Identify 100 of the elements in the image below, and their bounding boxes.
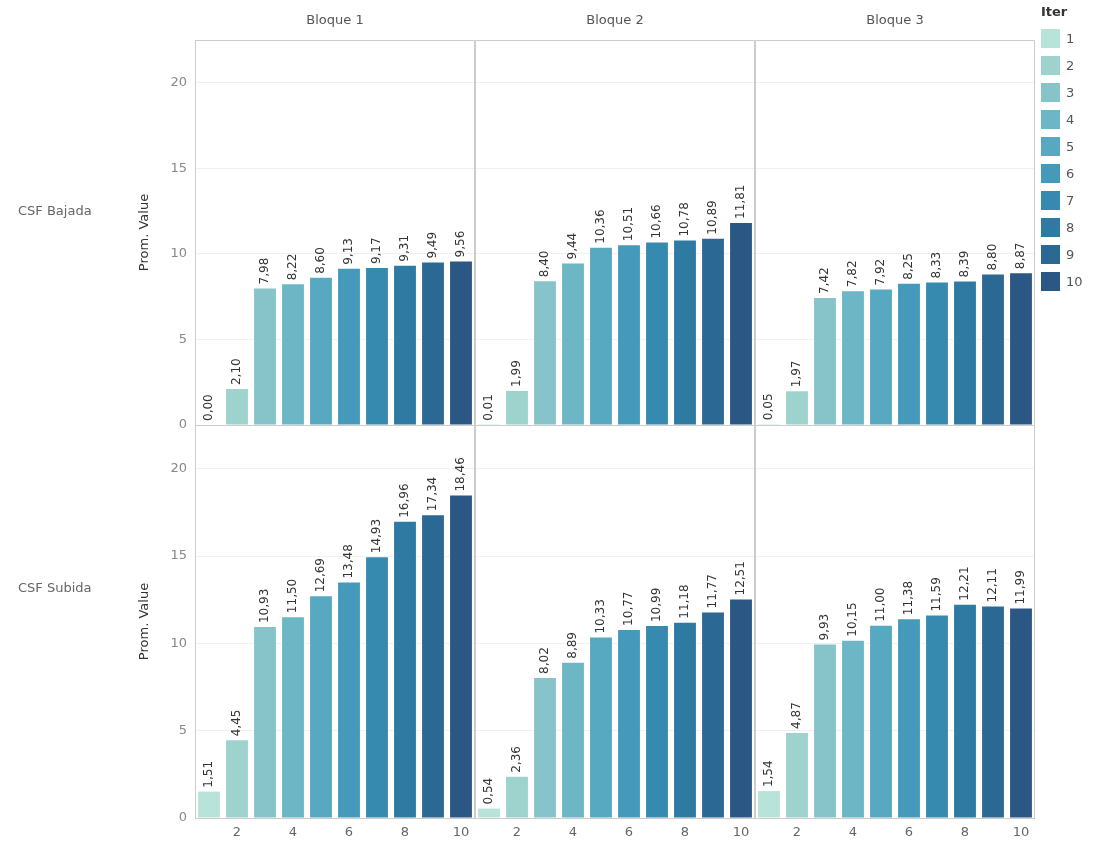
bar [982, 274, 1004, 425]
data-label: 10,51 [621, 206, 636, 242]
data-label: 17,34 [425, 476, 440, 512]
y-tick-label: 20 [170, 460, 187, 476]
bar [954, 281, 976, 425]
data-label: 12,51 [733, 561, 748, 596]
bar [590, 247, 612, 425]
bar [870, 289, 892, 425]
bar [394, 265, 416, 425]
bar [646, 626, 668, 818]
bar [590, 637, 612, 818]
bar [422, 515, 444, 818]
bar [450, 495, 472, 818]
bar [226, 389, 248, 425]
y-tick-label: 15 [170, 159, 187, 175]
data-label: 10,36 [593, 209, 608, 244]
data-label: 8,80 [985, 243, 1000, 271]
data-label: 10,78 [677, 202, 692, 237]
x-tick-label: 8 [960, 824, 970, 840]
x-tick-label: 8 [400, 824, 410, 840]
y-tick-label: 20 [170, 74, 187, 90]
y-tick-label: 5 [178, 722, 187, 738]
legend-label: 10 [1066, 274, 1083, 289]
bar [394, 521, 416, 818]
data-label: 10,66 [649, 204, 664, 239]
data-label: 7,82 [845, 260, 860, 288]
chart-title: Bloque 3 [865, 11, 925, 29]
bar [786, 732, 808, 818]
legend-title: Iter [1041, 4, 1069, 19]
data-label: 7,98 [257, 257, 272, 285]
data-label: 10,99 [649, 587, 664, 623]
y-tick-label: 0 [178, 416, 187, 432]
y-tick-label: 10 [170, 245, 187, 261]
data-label: 10,93 [257, 588, 272, 624]
x-tick-label: 10 [452, 824, 470, 840]
legend-label: 2 [1066, 58, 1075, 73]
data-label: 11,18 [677, 584, 692, 619]
x-tick-label: 4 [288, 824, 298, 840]
bar [954, 604, 976, 818]
bar [618, 629, 640, 818]
data-label: 8,22 [285, 253, 300, 281]
data-label: 7,42 [817, 267, 832, 295]
text: CSF Subida [18, 579, 92, 595]
data-label: 18,46 [453, 457, 468, 492]
data-label: 1,54 [761, 760, 776, 788]
bar [898, 283, 920, 425]
x-tick-label: 10 [1012, 824, 1030, 840]
bar [366, 268, 388, 425]
legend-label: 5 [1066, 139, 1075, 154]
x-tick-label: 6 [344, 824, 354, 840]
y-tick-label: 15 [170, 547, 187, 563]
x-tick-label: 4 [568, 824, 578, 840]
bar [534, 281, 556, 425]
data-label: 9,56 [453, 230, 468, 258]
bar [870, 625, 892, 818]
bar [338, 582, 360, 818]
data-label: 4,87 [789, 702, 804, 729]
bar [898, 619, 920, 818]
bar [422, 262, 444, 425]
data-label: 11,50 [285, 578, 300, 614]
legend-label: 7 [1066, 193, 1075, 208]
data-label: 4,45 [229, 709, 244, 737]
legend-label: 4 [1066, 112, 1075, 127]
bar [674, 622, 696, 818]
bar [674, 240, 696, 425]
data-label: 0,01 [481, 394, 496, 421]
data-label: 12,11 [985, 568, 1000, 603]
data-label: 11,59 [929, 577, 944, 612]
data-label: 9,17 [369, 237, 384, 265]
data-label: 8,25 [901, 253, 916, 280]
data-label: 7,92 [873, 258, 888, 286]
data-label: 9,13 [341, 238, 356, 265]
data-label: 0,00 [201, 394, 216, 421]
bar [254, 627, 276, 818]
bar [842, 291, 864, 425]
bar [254, 288, 276, 425]
data-label: 1,99 [509, 360, 524, 387]
chart-title: Bloque 1 [305, 11, 365, 29]
bar [310, 596, 332, 818]
data-label: 9,44 [565, 232, 580, 260]
data-label: 8,40 [537, 250, 552, 278]
bar [1010, 608, 1032, 818]
bar [702, 612, 724, 818]
bar [646, 242, 668, 425]
x-tick-label: 2 [792, 824, 802, 840]
bar [198, 791, 220, 818]
y-tick-label: 10 [170, 634, 187, 650]
data-label: 13,48 [341, 544, 356, 579]
data-label: 11,81 [733, 184, 748, 219]
y-tick-label: 0 [178, 809, 187, 825]
data-label: 8,33 [929, 251, 944, 279]
x-tick-label: 10 [732, 824, 750, 840]
bar [926, 615, 948, 818]
data-label: 8,89 [565, 632, 580, 659]
x-tick-label: 8 [680, 824, 690, 840]
bar [758, 791, 780, 818]
data-label: 11,00 [873, 587, 888, 622]
data-label: 14,93 [369, 518, 384, 554]
legend-label: 3 [1066, 85, 1075, 100]
data-label: 8,39 [957, 250, 972, 278]
